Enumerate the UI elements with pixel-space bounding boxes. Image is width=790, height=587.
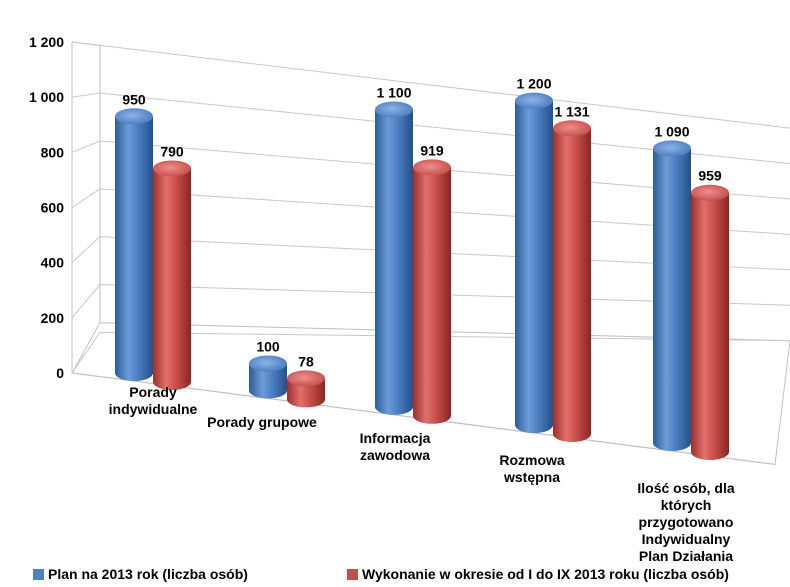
y-tick-label: 0 (56, 365, 64, 381)
bar-plan: 1 100 (375, 85, 413, 415)
bar-top (375, 101, 413, 118)
bar-body (413, 167, 451, 424)
bar-body (375, 109, 413, 415)
category-label: Porady grupowe (207, 414, 317, 430)
data-label: 959 (698, 168, 722, 184)
bar-plan: 1 200 (515, 76, 553, 434)
data-label: 950 (122, 91, 146, 107)
data-label: 1 131 (554, 103, 589, 119)
category-label: Informacja zawodowa (360, 430, 431, 463)
data-label: 1 200 (516, 76, 551, 92)
category-label: Ilość osób, dla których przygotowano Indywi… (637, 480, 734, 564)
legend-item-plan: Plan na 2013 rok (liczba osób) (33, 566, 248, 582)
data-label: 1 100 (376, 85, 411, 101)
bar-top (153, 160, 191, 177)
bar-wykonanie: 919 (413, 142, 451, 424)
legend-label-plan: Plan na 2013 rok (liczba osób) (48, 566, 248, 582)
bar-top (553, 120, 591, 137)
legend-swatch-plan (33, 568, 44, 580)
y-tick-label: 1 200 (29, 34, 64, 50)
gridline (71, 41, 790, 129)
bar-body (553, 128, 591, 442)
bar-top (249, 355, 287, 372)
side-wall (71, 41, 101, 374)
category-label: Rozmowa wstępna (499, 452, 565, 485)
bar-body (115, 116, 153, 382)
category-label: Porady indywidualne (109, 384, 198, 417)
legend-item-wykonanie: Wykonanie w okresie od I do IX 2013 roku… (347, 566, 729, 582)
data-label: 1 090 (654, 123, 689, 139)
x-axis: Porady indywidualne Porady grupowe Informac… (109, 384, 735, 564)
y-tick-label: 200 (41, 310, 65, 326)
bar-wykonanie: 959 (691, 168, 729, 460)
y-tick-label: 800 (41, 144, 65, 160)
bar-wykonanie: 790 (153, 143, 191, 390)
bar-plan: 1 090 (653, 123, 691, 451)
y-axis: 0 200 400 600 800 1 000 1 200 (29, 34, 73, 381)
bar-body (153, 168, 191, 390)
bar-top (691, 184, 729, 201)
bar-body (515, 100, 553, 434)
data-label: 790 (160, 143, 184, 159)
bar-top (653, 140, 691, 157)
bar-plan: 100 (249, 338, 287, 399)
data-label: 78 (298, 353, 314, 369)
legend-swatch-wykonanie (347, 568, 358, 580)
bar-top (413, 159, 451, 176)
y-tick-label: 600 (41, 200, 65, 216)
bar-body (287, 378, 325, 408)
bar-body (249, 363, 287, 399)
data-label: 919 (420, 142, 444, 158)
bar-wykonanie: 78 (287, 353, 325, 408)
legend-label-wykonanie: Wykonanie w okresie od I do IX 2013 roku… (362, 566, 729, 582)
data-label: 100 (256, 338, 280, 354)
bar-body (653, 148, 691, 451)
legend: Plan na 2013 rok (liczba osób) Wykonanie… (0, 566, 790, 587)
bar-top (115, 108, 153, 125)
bar-wykonanie: 1 131 (553, 103, 591, 442)
bar-top (515, 92, 553, 109)
y-tick-label: 400 (41, 255, 65, 271)
bar-body (691, 192, 729, 460)
bar-plan: 950 (115, 91, 153, 382)
y-tick-label: 1 000 (29, 89, 64, 105)
bar-top (287, 370, 325, 387)
